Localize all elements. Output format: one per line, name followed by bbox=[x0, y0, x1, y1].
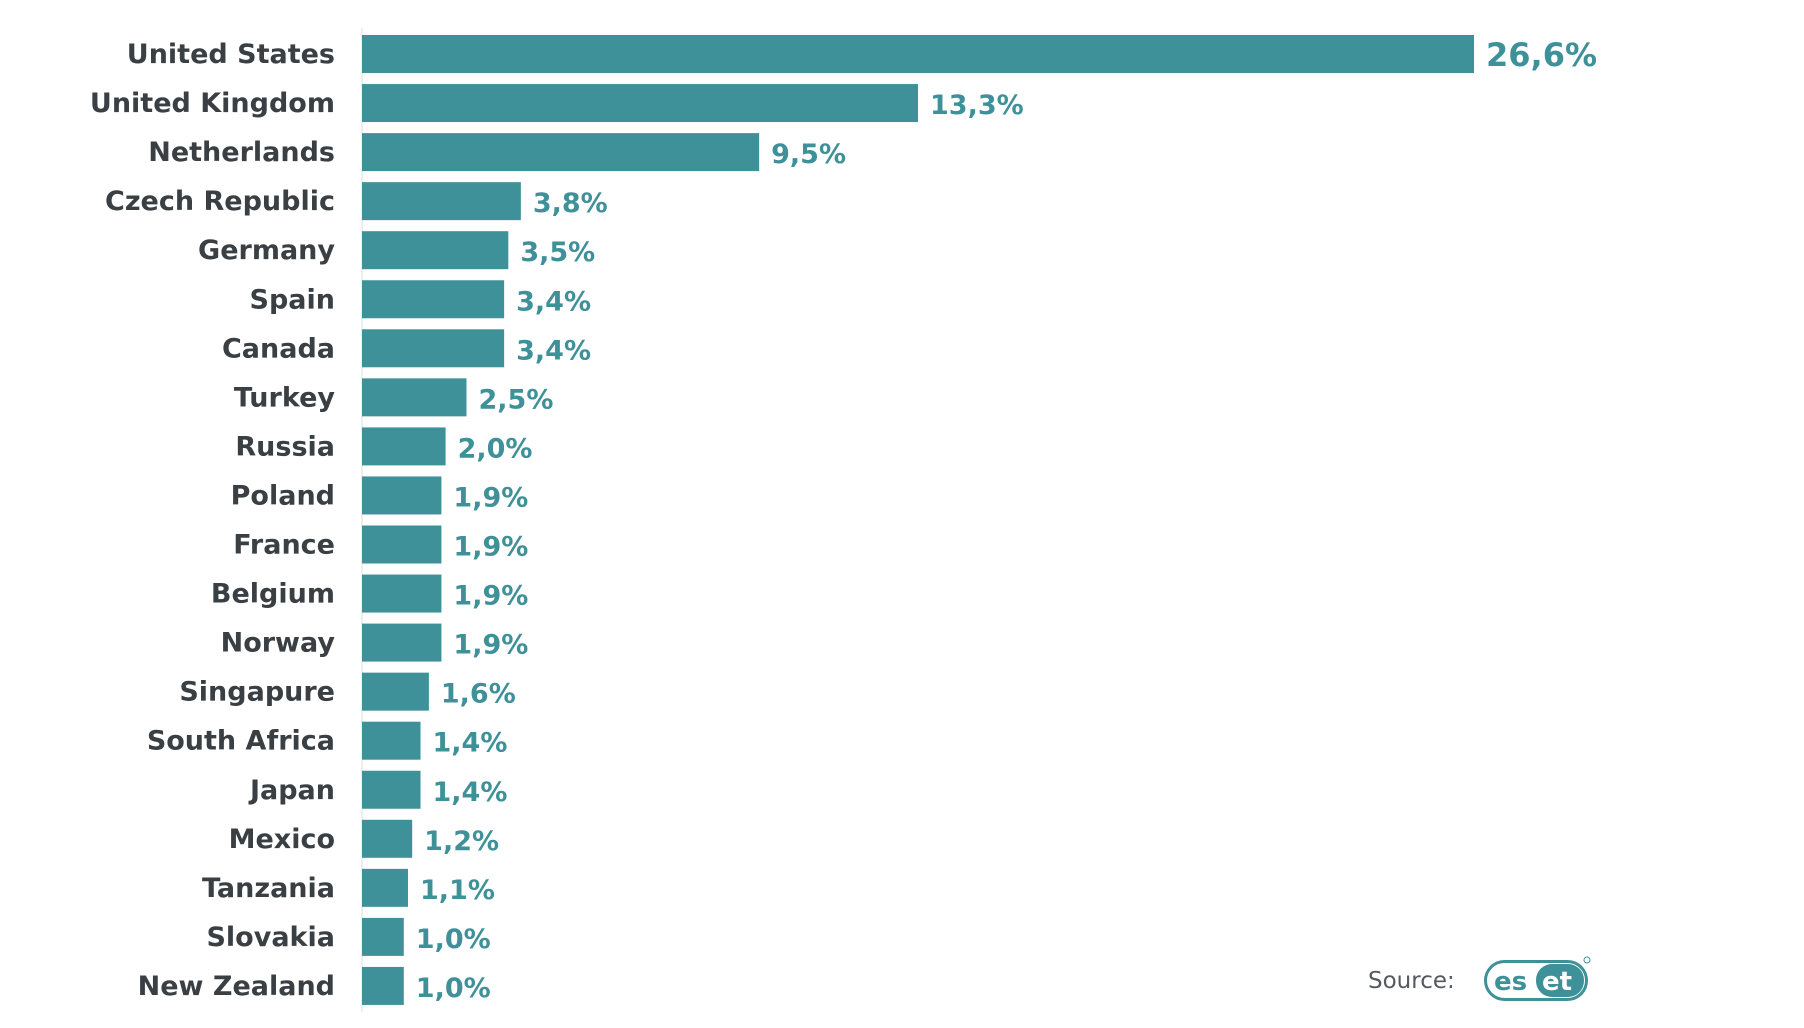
bar bbox=[362, 574, 442, 613]
category-label: United States bbox=[127, 39, 335, 70]
category-label: Netherlands bbox=[148, 137, 335, 168]
value-label: 1,2% bbox=[424, 826, 499, 857]
category-label: Poland bbox=[231, 480, 335, 511]
registered-mark-icon bbox=[1583, 956, 1591, 964]
bar bbox=[362, 819, 413, 858]
value-label: 13,3% bbox=[930, 90, 1024, 121]
value-label: 2,0% bbox=[458, 433, 533, 464]
value-label: 1,9% bbox=[453, 532, 528, 563]
bar bbox=[362, 35, 1474, 73]
bar bbox=[362, 476, 442, 515]
value-label: 1,9% bbox=[453, 630, 528, 661]
bar bbox=[362, 280, 505, 319]
category-label: South Africa bbox=[147, 726, 335, 757]
category-label: France bbox=[233, 530, 335, 561]
value-label: 1,9% bbox=[453, 581, 528, 612]
category-label: Singapure bbox=[179, 677, 335, 708]
category-label: Canada bbox=[222, 333, 335, 364]
value-label: 3,4% bbox=[516, 335, 591, 366]
bar bbox=[362, 721, 421, 760]
logo-text-left: es bbox=[1494, 967, 1527, 997]
value-label: 1,4% bbox=[433, 777, 508, 808]
bar bbox=[362, 182, 521, 221]
bar bbox=[362, 378, 467, 417]
logo-fill bbox=[1536, 964, 1584, 997]
category-label: United Kingdom bbox=[90, 88, 335, 119]
value-label: 1,4% bbox=[433, 728, 508, 759]
value-label: 1,0% bbox=[416, 924, 491, 955]
value-label: 1,6% bbox=[441, 679, 516, 710]
category-label: New Zealand bbox=[138, 971, 335, 1002]
value-label: 1,1% bbox=[420, 875, 495, 906]
source-label: Source: bbox=[1368, 968, 1455, 994]
category-label: Spain bbox=[250, 284, 335, 315]
logo-outline bbox=[1484, 960, 1588, 1001]
bar bbox=[362, 966, 404, 1005]
bars bbox=[362, 35, 1474, 1005]
value-label: 26,6% bbox=[1486, 36, 1597, 74]
bar bbox=[362, 917, 404, 956]
category-label: Russia bbox=[235, 431, 335, 462]
value-label: 3,4% bbox=[516, 286, 591, 317]
bar bbox=[362, 427, 446, 466]
value-label: 1,9% bbox=[453, 482, 528, 513]
bar bbox=[362, 329, 505, 368]
value-label: 3,8% bbox=[533, 188, 608, 219]
category-label: Slovakia bbox=[206, 922, 335, 953]
category-label: Belgium bbox=[211, 579, 335, 610]
category-label: Tanzania bbox=[202, 873, 335, 904]
category-label: Turkey bbox=[234, 382, 336, 413]
category-label: Japan bbox=[248, 775, 335, 806]
logo-text-right: et bbox=[1542, 967, 1572, 997]
bar bbox=[362, 868, 408, 907]
bar bbox=[362, 623, 442, 662]
category-labels: United States United Kingdom Netherlands Cz… bbox=[90, 39, 335, 1002]
bar bbox=[362, 770, 421, 809]
bar bbox=[362, 672, 429, 711]
value-label: 2,5% bbox=[479, 384, 554, 415]
value-label: 9,5% bbox=[771, 139, 846, 170]
category-label: Germany bbox=[198, 235, 335, 266]
value-label: 1,0% bbox=[416, 973, 491, 1004]
eset-logo: es et bbox=[1484, 956, 1591, 1001]
bar bbox=[362, 84, 918, 123]
bar bbox=[362, 525, 442, 564]
value-label: 3,5% bbox=[520, 237, 595, 268]
value-labels: 26,6% 13,3% 9,5% 3,8% 3,5% 3,4% 3,4% 2,5% 2,0% 1,… bbox=[416, 36, 1597, 1004]
category-label: Norway bbox=[221, 628, 336, 659]
category-label: Mexico bbox=[229, 824, 335, 855]
category-label: Czech Republic bbox=[105, 186, 335, 217]
bar bbox=[362, 231, 509, 270]
bar bbox=[362, 133, 760, 172]
